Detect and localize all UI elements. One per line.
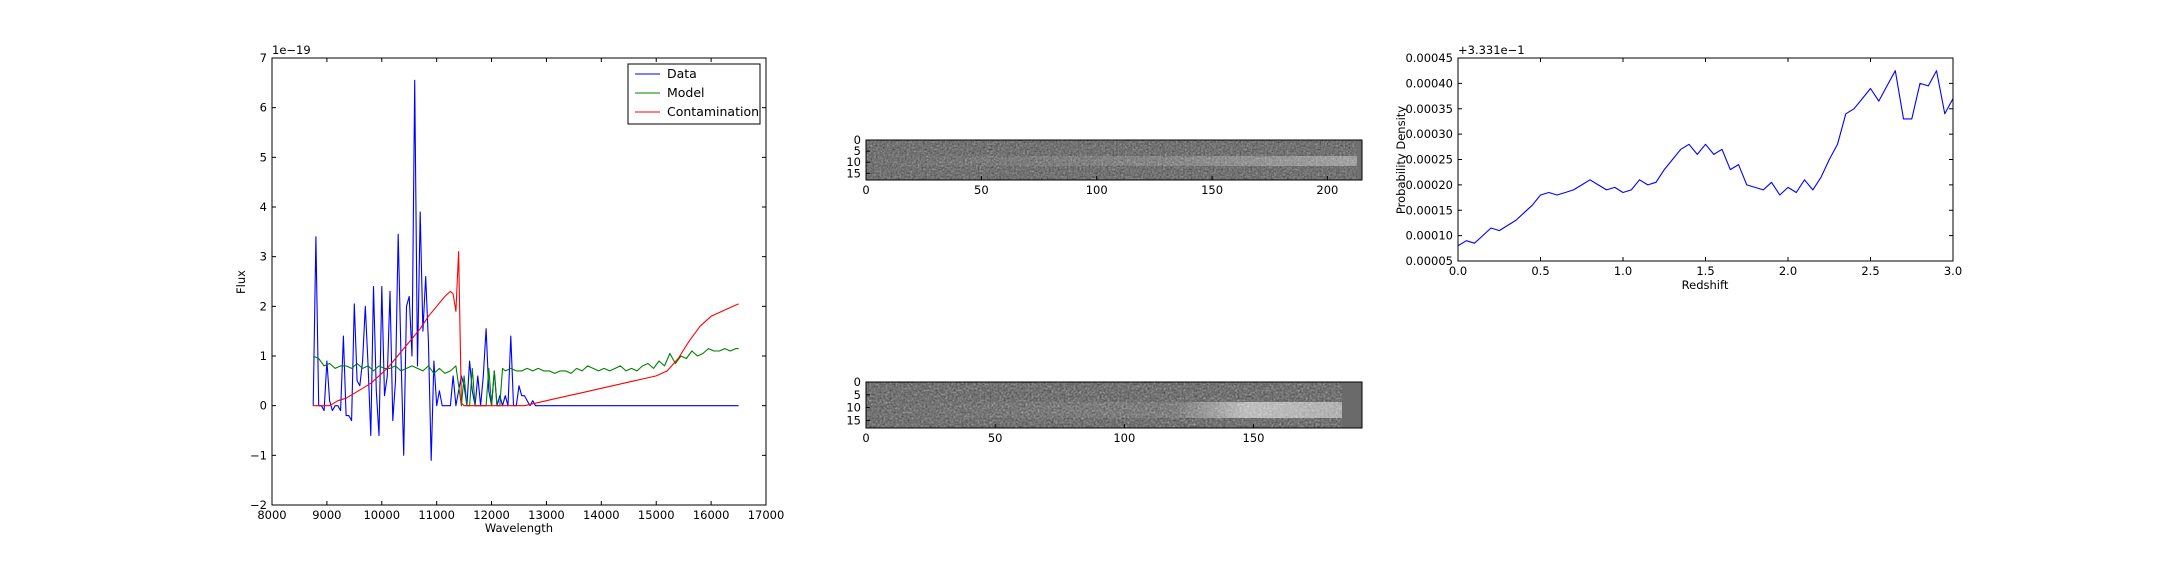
y-tick-label: 0.00010 [1405,229,1453,243]
pdf-y-offset-label: +3.331e−1 [1458,43,1525,57]
x-tick-label: 13000 [528,508,565,522]
x-tick-label: 17000 [748,508,785,522]
spectrum-x-axis-label: Wavelength [485,521,553,535]
spectrum-legend: Data Model Contamination [627,63,761,125]
spectrum-y-offset-label: 1e−19 [272,43,311,57]
y-tick-label: 0.00040 [1405,76,1453,90]
series-line-model [312,348,739,407]
y-tick-label: 5 [854,144,861,158]
legend-label-contamination: Contamination [667,104,759,119]
x-tick-label: 150 [1201,183,1223,197]
series-line-pdf [1458,70,1953,247]
y-tick-label: 0 [260,399,267,413]
pdf-x-axis-label: Redshift [1682,278,1729,292]
x-tick-label: 3.0 [1944,264,1962,278]
x-tick-label: 1.5 [1696,264,1714,278]
image-bottom-frame [865,381,1363,429]
y-tick-label: 2 [260,299,267,313]
series-line-contamination [313,251,739,407]
x-tick-label: 16000 [693,508,730,522]
x-tick-label: 2.5 [1861,264,1879,278]
spectrum-plot-frame [271,57,767,506]
x-tick-label: 100 [1113,431,1135,445]
redshift-pdf-chart: 0.0 0.5 1.0 1.5 2.0 2.5 3.0 0.00005 0.00010 0.00… [1394,43,1962,292]
x-tick-label: 100 [1086,183,1108,197]
x-tick-label: 200 [1316,183,1338,197]
y-tick-label: 0.00005 [1405,254,1453,268]
y-tick-label: 0.00035 [1405,102,1453,116]
y-tick-label: 3 [260,250,267,264]
y-tick-label: 6 [260,101,267,115]
x-tick-label: 0 [862,431,869,445]
x-tick-label: 150 [1243,431,1265,445]
x-tick-label: 0.0 [1449,264,1467,278]
y-tick-label: 10 [846,401,861,415]
y-tick-label: −2 [250,498,267,512]
x-tick-label: 1.0 [1614,264,1632,278]
y-tick-label: 5 [854,388,861,402]
x-tick-label: 8000 [257,508,286,522]
spectrum-y-axis-label: Flux [234,270,248,294]
y-tick-label: 15 [846,413,861,427]
y-tick-label: 0.00025 [1405,153,1453,167]
legend-label-model: Model [667,85,705,100]
y-tick-label: 0 [854,133,861,147]
series-line-data [312,79,739,461]
y-tick-label: 0.00030 [1405,127,1453,141]
x-tick-label: 9000 [312,508,341,522]
x-tick-label: 2.0 [1779,264,1797,278]
x-tick-label: 0 [862,183,869,197]
x-tick-label: 11000 [418,508,455,522]
y-tick-label: 0.00015 [1405,203,1453,217]
x-tick-label: 14000 [583,508,620,522]
x-tick-label: 50 [974,183,989,197]
spectrum-chart: 8000 9000 10000 11000 12000 13000 14000 15000 16… [234,43,784,535]
x-tick-label: 0.5 [1531,264,1549,278]
pdf-y-axis-label: Probability Density [1394,106,1408,214]
y-tick-label: 1 [260,349,267,363]
image-bottom-edge [1342,382,1362,428]
x-tick-label: 10000 [363,508,400,522]
x-tick-label: 50 [988,431,1003,445]
y-tick-label: 5 [260,150,267,164]
y-tick-label: 10 [846,155,861,169]
legend-label-data: Data [667,66,697,81]
y-tick-label: 0.00020 [1405,178,1453,192]
y-tick-label: −1 [250,448,267,462]
image-top-frame [865,139,1363,181]
image-top-trace [866,156,1362,166]
x-tick-label: 12000 [473,508,510,522]
y-tick-label: 7 [260,51,267,65]
pdf-plot-frame [1457,57,1954,262]
y-tick-label: 0 [854,375,861,389]
image-top-edge [1357,140,1362,180]
x-tick-label: 15000 [638,508,675,522]
y-tick-label: 0.00045 [1405,51,1453,65]
y-tick-label: 15 [846,166,861,180]
y-tick-label: 4 [260,200,267,214]
image-bottom-trace [866,402,1342,418]
